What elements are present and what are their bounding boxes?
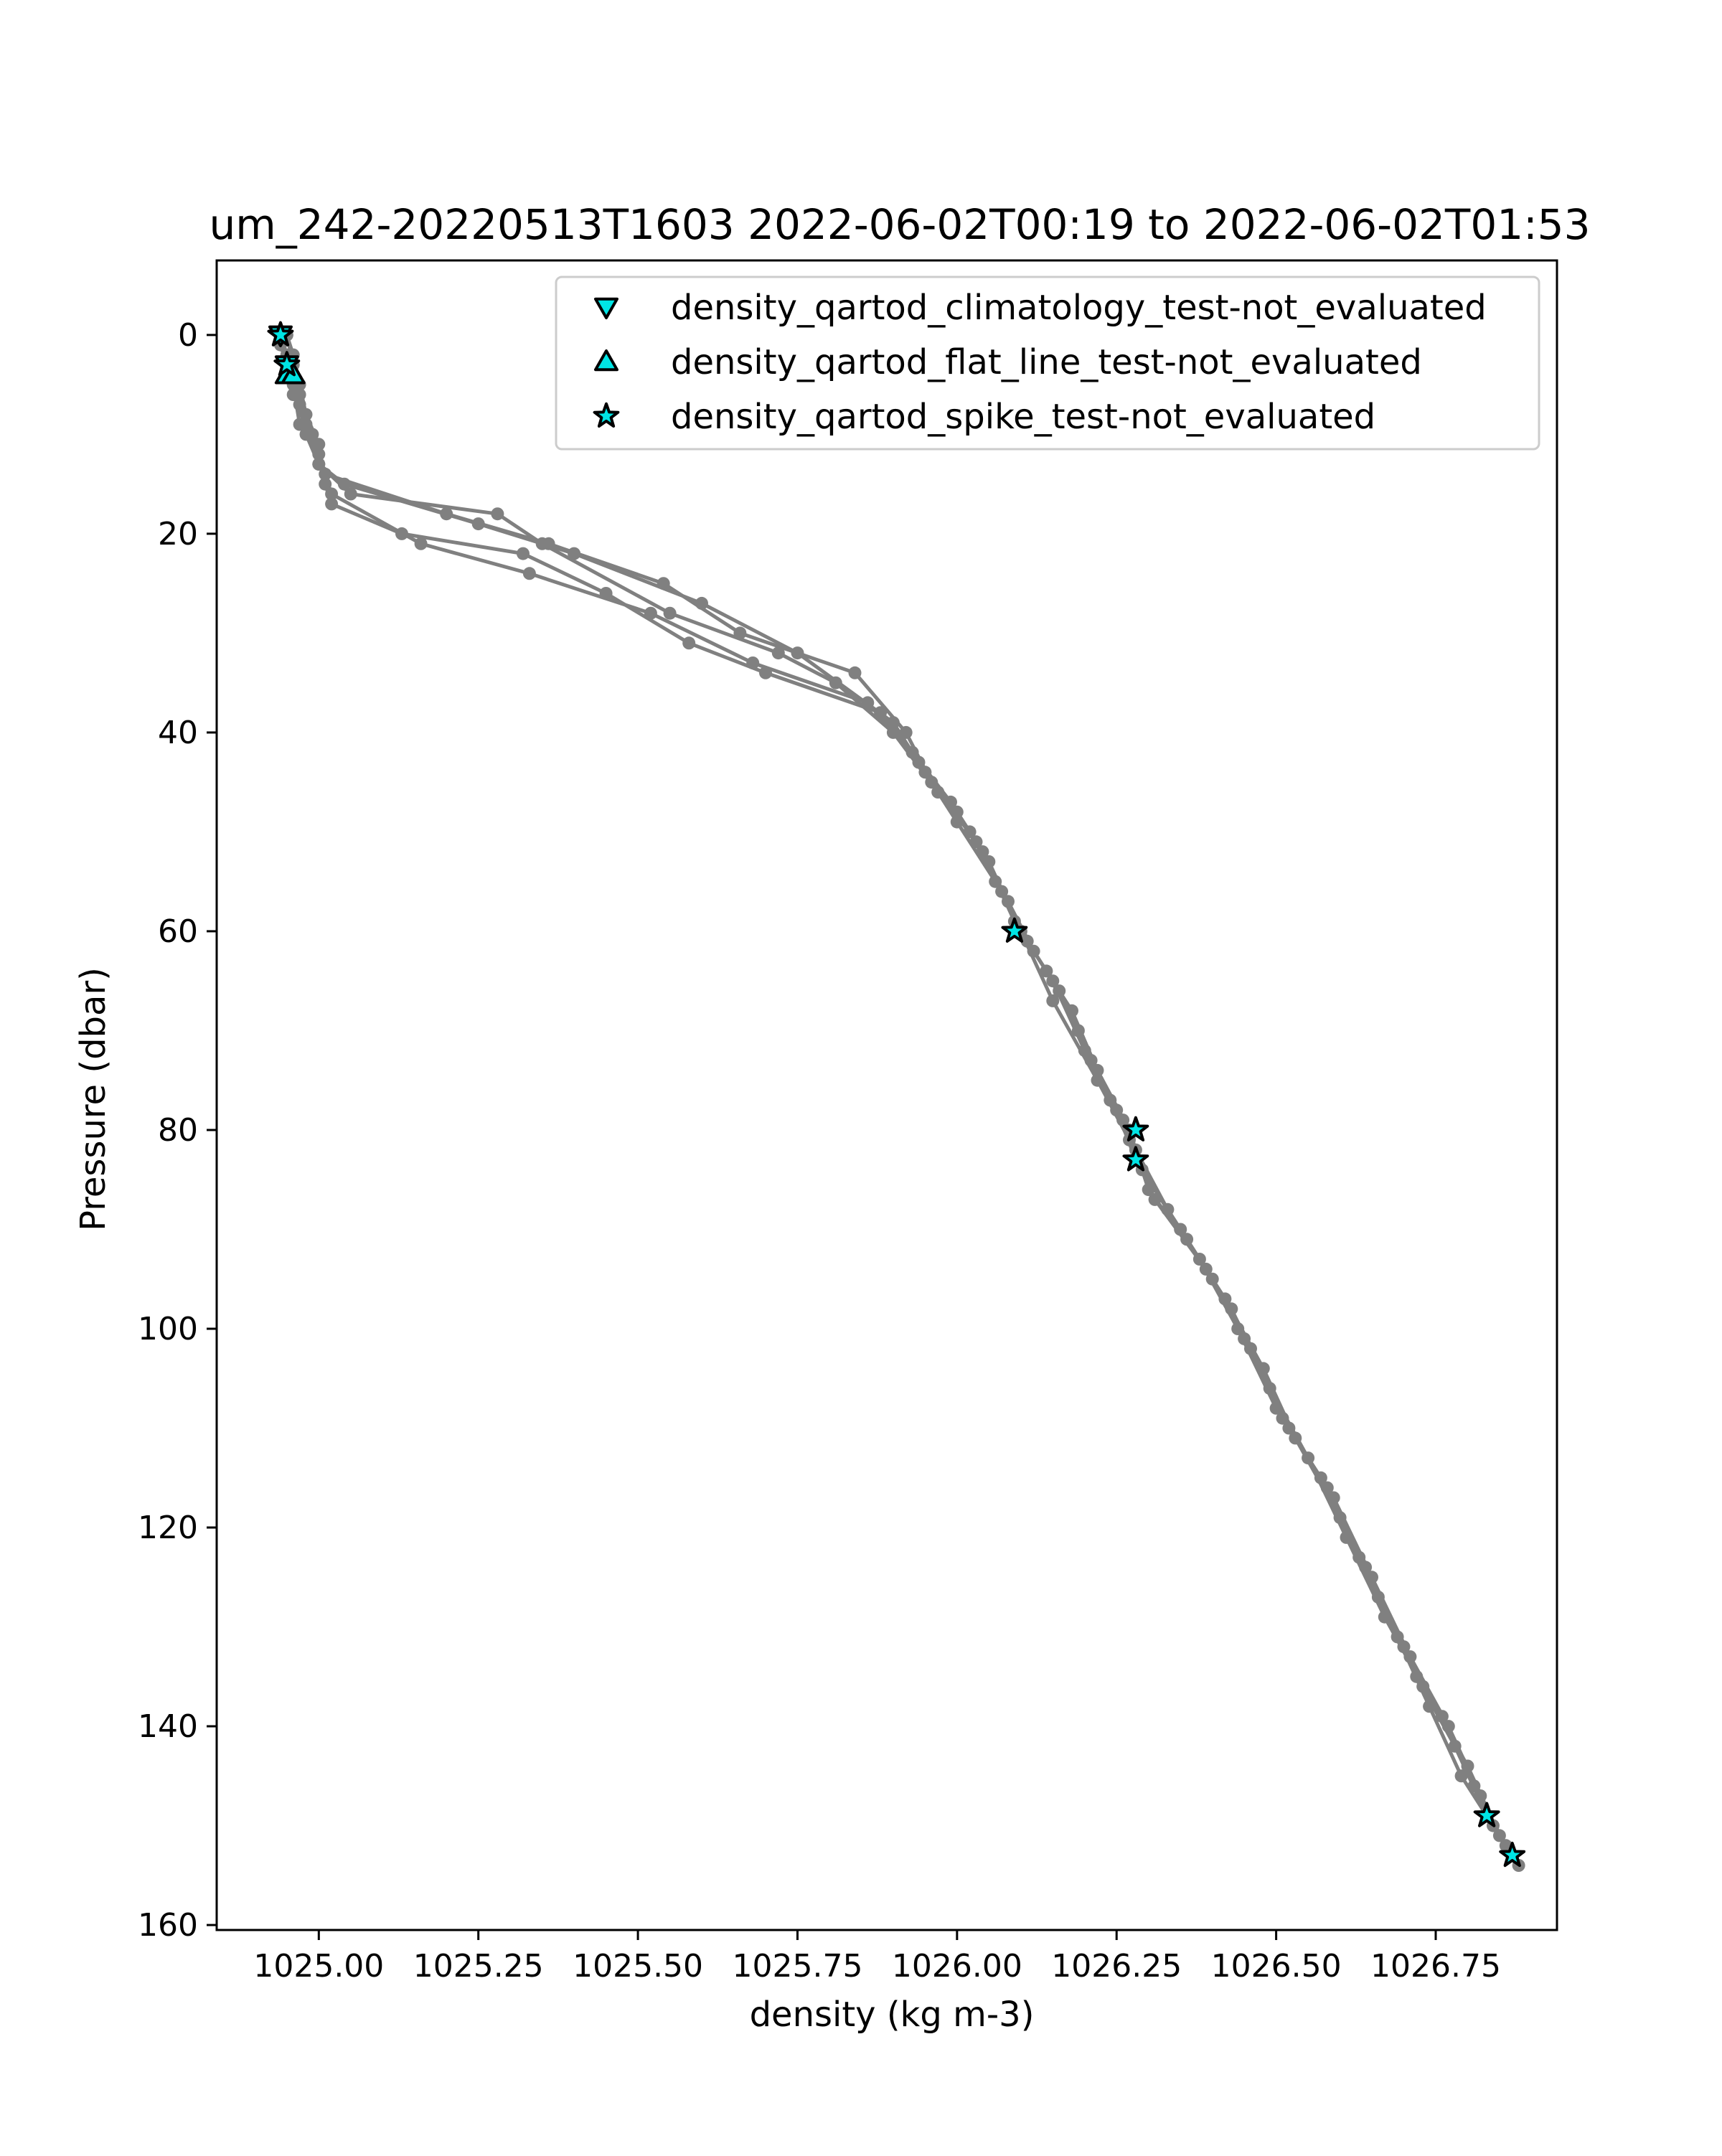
profile-4-point-6	[319, 477, 332, 491]
plot-frame	[215, 259, 1558, 1931]
profile-5-point-10	[771, 646, 785, 660]
profile-line-4	[285, 334, 1502, 1837]
flag-star-marker-1	[267, 321, 294, 347]
flag-star-marker-2	[273, 351, 301, 377]
profile-5-point-15	[995, 885, 1009, 898]
profile-5-point-6	[344, 487, 357, 501]
profile-4-point-18	[1053, 984, 1066, 998]
flag-star-marker-4	[1122, 1116, 1149, 1141]
y-tick-label-7: 120	[138, 1510, 198, 1546]
legend-box	[555, 276, 1540, 451]
profile-5-point-17	[1046, 994, 1060, 1007]
x-tick-label-3: 1025.50	[573, 1948, 703, 1985]
profile-4-point-14	[912, 755, 926, 769]
profile-5-point-4	[299, 418, 313, 431]
plot-area	[267, 321, 1526, 1872]
profile-4-point-9	[517, 547, 530, 560]
profile-2-point-11	[899, 725, 913, 739]
y-tick-label-5: 80	[158, 1112, 198, 1149]
y-tick-label-3: 40	[158, 715, 198, 751]
y-tick-label-6: 100	[138, 1311, 198, 1347]
profile-5-point-26	[1397, 1640, 1411, 1654]
y-tick-label-9: 160	[138, 1907, 198, 1944]
legend: density_qartod_climatology_test-not_eval…	[555, 276, 1540, 451]
legend-label-2: density_qartod_flat_line_test-not_evalua…	[671, 342, 1422, 382]
profile-5-point-28	[1467, 1779, 1481, 1793]
x-tick-label-6: 1026.25	[1051, 1948, 1182, 1985]
profile-4-point-8	[395, 527, 408, 540]
legend-marker-triangle-down	[594, 297, 618, 319]
profile-5-point-9	[663, 606, 677, 620]
profile-5-point-11	[829, 676, 842, 689]
y-tick-label-4: 60	[158, 913, 198, 950]
profile-3-point-8	[522, 567, 536, 580]
profile-4-point-10	[599, 587, 613, 600]
x-tick-label-5: 1026.00	[892, 1948, 1022, 1985]
flag-star-marker-7	[1499, 1841, 1526, 1868]
x-tick-label-1: 1025.00	[253, 1948, 384, 1985]
profile-5-point-5	[312, 457, 326, 471]
profile-4-point-11	[682, 636, 696, 650]
profile-2-point-8	[657, 577, 670, 590]
profile-4-point-7	[325, 497, 339, 511]
x-axis-label: density (kg m-3)	[750, 1995, 1035, 2035]
y-tick-label-2: 20	[158, 516, 198, 552]
profile-2-point-6	[440, 507, 453, 521]
profile-4-point-12	[759, 666, 772, 679]
profile-5-point-18	[1091, 1073, 1104, 1087]
profile-5-point-22	[1238, 1332, 1251, 1345]
profile-5-point-20	[1148, 1192, 1162, 1206]
legend-marker-triangle-up	[594, 349, 618, 372]
profile-2-point-10	[848, 666, 862, 679]
profile-3-point-7	[414, 537, 428, 550]
x-tick-label-7: 1026.50	[1211, 1948, 1342, 1985]
profile-5-point-25	[1359, 1560, 1373, 1574]
chart-title: um_242-20220513T1603 2022-06-02T00:19 to…	[210, 200, 1591, 249]
flag-star-marker-3	[1001, 917, 1028, 943]
legend-label-3: density_qartod_spike_test-not_evaluated	[671, 397, 1375, 437]
x-tick-label-8: 1026.75	[1370, 1948, 1501, 1985]
profile-5-point-8	[535, 537, 549, 550]
profile-5-point-27	[1435, 1710, 1449, 1723]
profile-4-point-5	[312, 438, 326, 451]
profile-5-point-14	[963, 825, 977, 839]
profile-5-point-12	[886, 725, 900, 739]
y-axis-label: Pressure (dbar)	[73, 967, 113, 1231]
y-tick-label-1: 0	[178, 317, 198, 354]
flag-star-marker-5	[1122, 1146, 1149, 1172]
profile-5-point-3	[286, 388, 300, 401]
x-tick-label-4: 1025.75	[732, 1948, 862, 1985]
y-tick-label-8: 140	[138, 1708, 198, 1745]
profile-5-point-21	[1199, 1262, 1213, 1276]
profile-5-point-13	[931, 786, 945, 799]
profile-4-point-13	[874, 706, 888, 720]
profile-5-point-24	[1320, 1481, 1334, 1494]
x-tick-label-2: 1025.25	[413, 1948, 544, 1985]
flag-star-marker-6	[1473, 1802, 1500, 1827]
profile-5-point-7	[491, 507, 504, 521]
legend-label-1: density_qartod_climatology_test-not_eval…	[671, 288, 1487, 328]
profile-2-point-27	[1454, 1769, 1468, 1783]
profile-5-point-23	[1276, 1411, 1289, 1425]
axes: 1025.00 1025.25 1025.50 1025.75 1026.00 1026.…	[138, 259, 1558, 1985]
legend-marker-star	[593, 402, 620, 428]
